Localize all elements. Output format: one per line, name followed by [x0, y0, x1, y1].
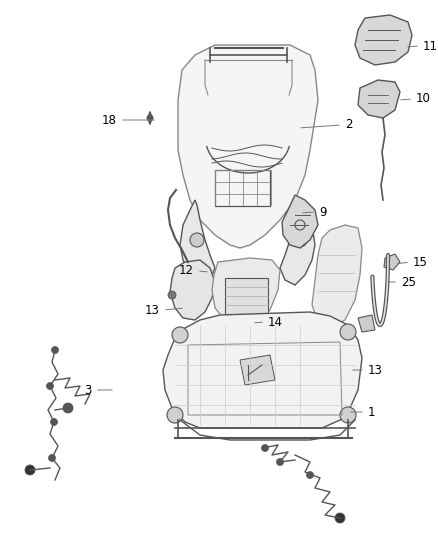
Text: 10: 10 — [416, 93, 431, 106]
Polygon shape — [170, 260, 215, 320]
Polygon shape — [163, 312, 362, 428]
Circle shape — [50, 418, 57, 425]
Circle shape — [261, 445, 268, 451]
Text: 13: 13 — [145, 303, 160, 317]
Polygon shape — [355, 15, 412, 65]
Circle shape — [168, 291, 176, 299]
Circle shape — [46, 383, 53, 390]
Polygon shape — [225, 278, 268, 315]
Text: 1: 1 — [368, 406, 375, 418]
Circle shape — [336, 514, 343, 521]
Polygon shape — [212, 258, 280, 325]
Text: 13: 13 — [368, 364, 383, 376]
Polygon shape — [280, 200, 315, 285]
Polygon shape — [180, 200, 215, 285]
Circle shape — [147, 115, 153, 121]
Circle shape — [340, 407, 356, 423]
Text: 14: 14 — [268, 316, 283, 328]
Text: 2: 2 — [345, 118, 353, 132]
Circle shape — [340, 324, 356, 340]
Polygon shape — [240, 355, 275, 385]
Text: 9: 9 — [319, 206, 326, 219]
Polygon shape — [384, 254, 400, 270]
Polygon shape — [312, 225, 362, 328]
Polygon shape — [282, 195, 318, 248]
Text: 15: 15 — [413, 255, 428, 269]
Circle shape — [335, 513, 345, 523]
Circle shape — [49, 455, 56, 462]
Circle shape — [276, 458, 283, 465]
Circle shape — [307, 472, 314, 479]
Circle shape — [293, 233, 307, 247]
Polygon shape — [358, 315, 375, 332]
Text: 18: 18 — [102, 114, 117, 126]
Circle shape — [63, 403, 73, 413]
Circle shape — [167, 407, 183, 423]
Polygon shape — [178, 45, 318, 248]
Text: 25: 25 — [401, 276, 416, 288]
Text: 11: 11 — [423, 39, 438, 52]
Circle shape — [190, 233, 204, 247]
Circle shape — [25, 465, 35, 475]
Circle shape — [52, 346, 59, 353]
Circle shape — [172, 327, 188, 343]
Text: 3: 3 — [85, 384, 92, 397]
Polygon shape — [358, 80, 400, 118]
Text: 12: 12 — [179, 264, 194, 278]
